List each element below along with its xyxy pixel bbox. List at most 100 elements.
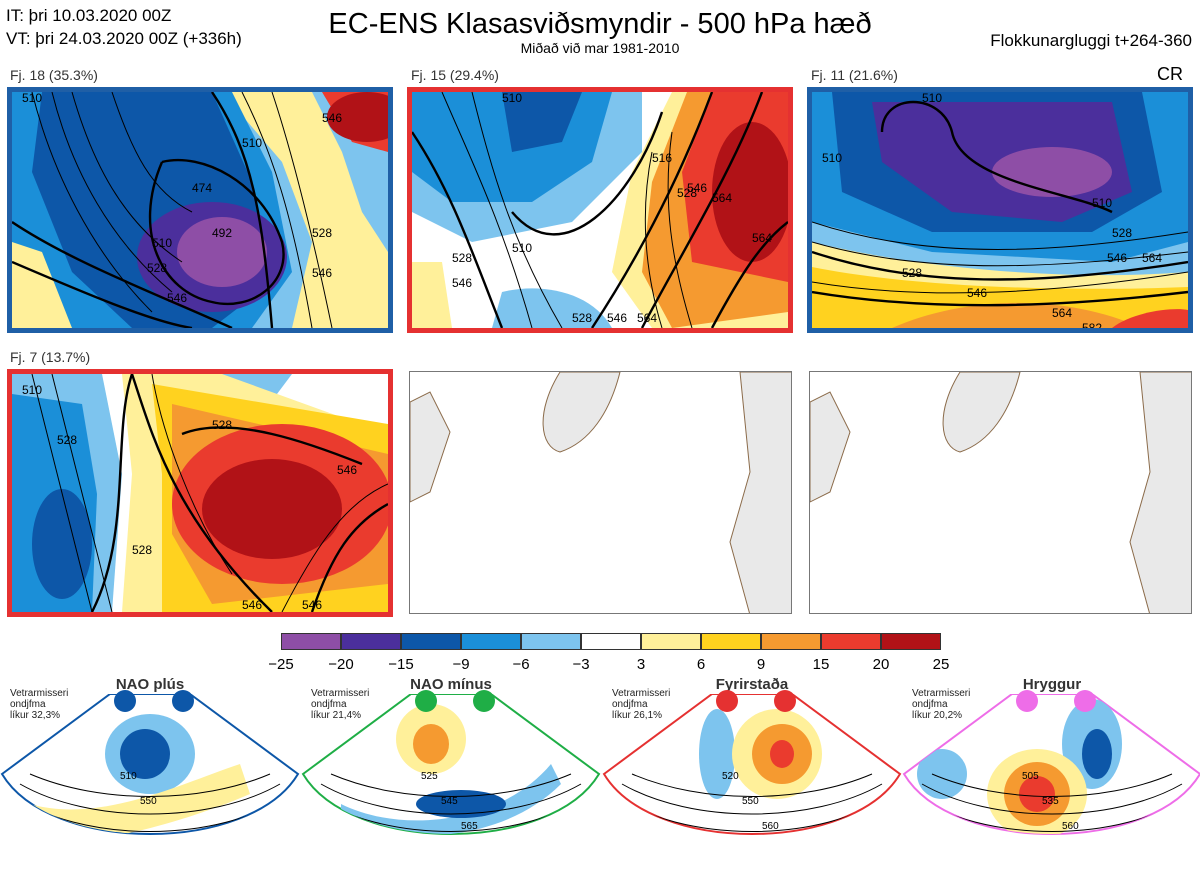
contour-label: 528 [212, 418, 232, 432]
contour-label: 564 [1052, 306, 1072, 320]
regime-contour-label: 545 [441, 796, 458, 807]
panel-label: Fj. 18 (35.3%) [10, 67, 98, 83]
contour-label: 546 [167, 291, 187, 305]
colorbar-swatch [581, 633, 641, 650]
colorbar-tick-label: 3 [636, 656, 646, 673]
colorbar-tick-label: 20 [872, 656, 890, 673]
contour-label: 528 [572, 311, 592, 325]
regime-marker-dot [114, 690, 136, 712]
contour-label: 546 [322, 111, 342, 125]
colorbar-swatch [641, 633, 701, 650]
contour-label: 528 [132, 543, 152, 557]
regime-contour-label: 520 [722, 771, 739, 782]
contour-label: 528 [57, 433, 77, 447]
regime-info: Vetrarmisseri ondjfma líkur 26,1% [612, 688, 671, 721]
panel-label: Fj. 15 (29.4%) [411, 67, 499, 83]
regime-marker-dot [774, 690, 796, 712]
anomaly-map: 474 492 510 528 546 510 528 546 510 546 [12, 92, 388, 328]
regime-title: Hryggur [1022, 676, 1082, 693]
contour-label: 564 [712, 191, 732, 205]
classification-window: Flokkunargluggi t+264-360 [990, 31, 1192, 50]
contour-label: 516 [652, 151, 672, 165]
contour-label: 492 [212, 226, 232, 240]
regime-marker-dot [473, 690, 495, 712]
valid-time: VT: þri 24.03.2020 00Z (+336h) [6, 29, 242, 48]
contour-label: 528 [1112, 226, 1132, 240]
regime-contour-label: 525 [421, 771, 438, 782]
contour-label: 546 [967, 286, 987, 300]
colorbar-tick-label: −20 [328, 656, 354, 673]
contour-label: 510 [22, 92, 42, 105]
empty-map-2 [809, 371, 1192, 614]
regime-contour-label: 550 [742, 796, 759, 807]
regime-contour-label: 505 [1022, 771, 1039, 782]
regime-title: Fyrirstaða [715, 676, 789, 693]
header-left: IT: þri 10.03.2020 00Z VT: þri 24.03.202… [6, 4, 242, 50]
regime-title: NAO mínus [410, 676, 492, 693]
contour-label: 546 [687, 181, 707, 195]
colorbar-tick-label: 15 [812, 656, 830, 673]
regime-marker-dot [415, 690, 437, 712]
page-subtitle: Miðað við mar 1981-2010 [520, 40, 680, 56]
regime-info: Vetrarmisseri ondjfma líkur 32,3% [10, 688, 69, 721]
contour-label: 510 [1092, 196, 1112, 210]
contour-label: 528 [902, 266, 922, 280]
coastline-outline [810, 372, 1191, 613]
regime-contour-label: 535 [1042, 796, 1059, 807]
colorbar-swatch [281, 633, 341, 650]
regime-contour-label: 550 [140, 796, 157, 807]
regime-map: 525 545 565 [301, 694, 601, 835]
regime-contour-label: 560 [762, 821, 779, 832]
regime-marker-dot [172, 690, 194, 712]
contour-label: 546 [302, 598, 322, 612]
colorbar-tick-label: −6 [512, 656, 530, 673]
page-title: EC-ENS Klasasviðsmyndir - 500 hPa hæð [328, 8, 872, 40]
colorbar-tick-label: −3 [572, 656, 590, 673]
regime-title: NAO plús [115, 676, 185, 693]
cluster-map-1[interactable]: 474 492 510 528 546 510 528 546 510 546 [7, 87, 393, 333]
regime-contour-label: 510 [120, 771, 137, 782]
regime-contour-label: 565 [461, 821, 478, 832]
regime-map: 520 550 560 [602, 694, 902, 835]
cluster-map-4[interactable]: 528 546 528 546 546 510 528 [7, 369, 393, 617]
regime-info: Vetrarmisseri ondjfma líkur 20,2% [912, 688, 971, 721]
regime-marker-dot [716, 690, 738, 712]
coastline-outline [410, 372, 791, 613]
contour-label: 510 [152, 236, 172, 250]
colorbar-swatch [701, 633, 761, 650]
colorbar-tick-label: 25 [932, 656, 950, 673]
contour-label: 474 [192, 181, 212, 195]
contour-label: 528 [452, 251, 472, 265]
contour-label: 582 [1082, 321, 1102, 328]
regime-map: 505 535 560 [902, 694, 1200, 835]
init-time: IT: þri 10.03.2020 00Z [6, 6, 172, 25]
colorbar-tick-label: −15 [388, 656, 414, 673]
colorbar-swatch [521, 633, 581, 650]
anomaly-map: 528 546 528 546 546 510 528 [12, 374, 388, 612]
regime-code: CR [1157, 64, 1183, 84]
cluster-map-3[interactable]: 510 510 528 528 546 564 546 564 582 510 [807, 87, 1193, 333]
colorbar-tick-label: −25 [268, 656, 294, 673]
regime-info: Vetrarmisseri ondjfma líkur 21,4% [311, 688, 370, 721]
panel-label: Fj. 11 (21.6%) [811, 67, 898, 83]
regime-contour-label: 560 [1062, 821, 1079, 832]
contour-label: 528 [677, 186, 697, 200]
panel-label: Fj. 7 (13.7%) [10, 349, 91, 365]
contour-label: 546 [1107, 251, 1127, 265]
contour-label: 546 [242, 598, 262, 612]
contour-label: 546 [337, 463, 357, 477]
colorbar-swatch [761, 633, 821, 650]
contour-label: 510 [242, 136, 262, 150]
cluster-map-2[interactable]: 510 516 528 546 564 510 528 546 564 528 546 564 [407, 87, 793, 333]
colorbar-tick-label: 6 [696, 656, 706, 673]
contour-label: 564 [752, 231, 772, 245]
colorbar-swatch [881, 633, 941, 650]
colorbar-tick-label: −9 [452, 656, 470, 673]
colorbar-swatch [461, 633, 521, 650]
contour-label: 546 [607, 311, 627, 325]
contour-label: 564 [637, 311, 657, 325]
contour-label: 546 [452, 276, 472, 290]
colorbar-swatch [401, 633, 461, 650]
contour-label: 510 [22, 383, 42, 397]
